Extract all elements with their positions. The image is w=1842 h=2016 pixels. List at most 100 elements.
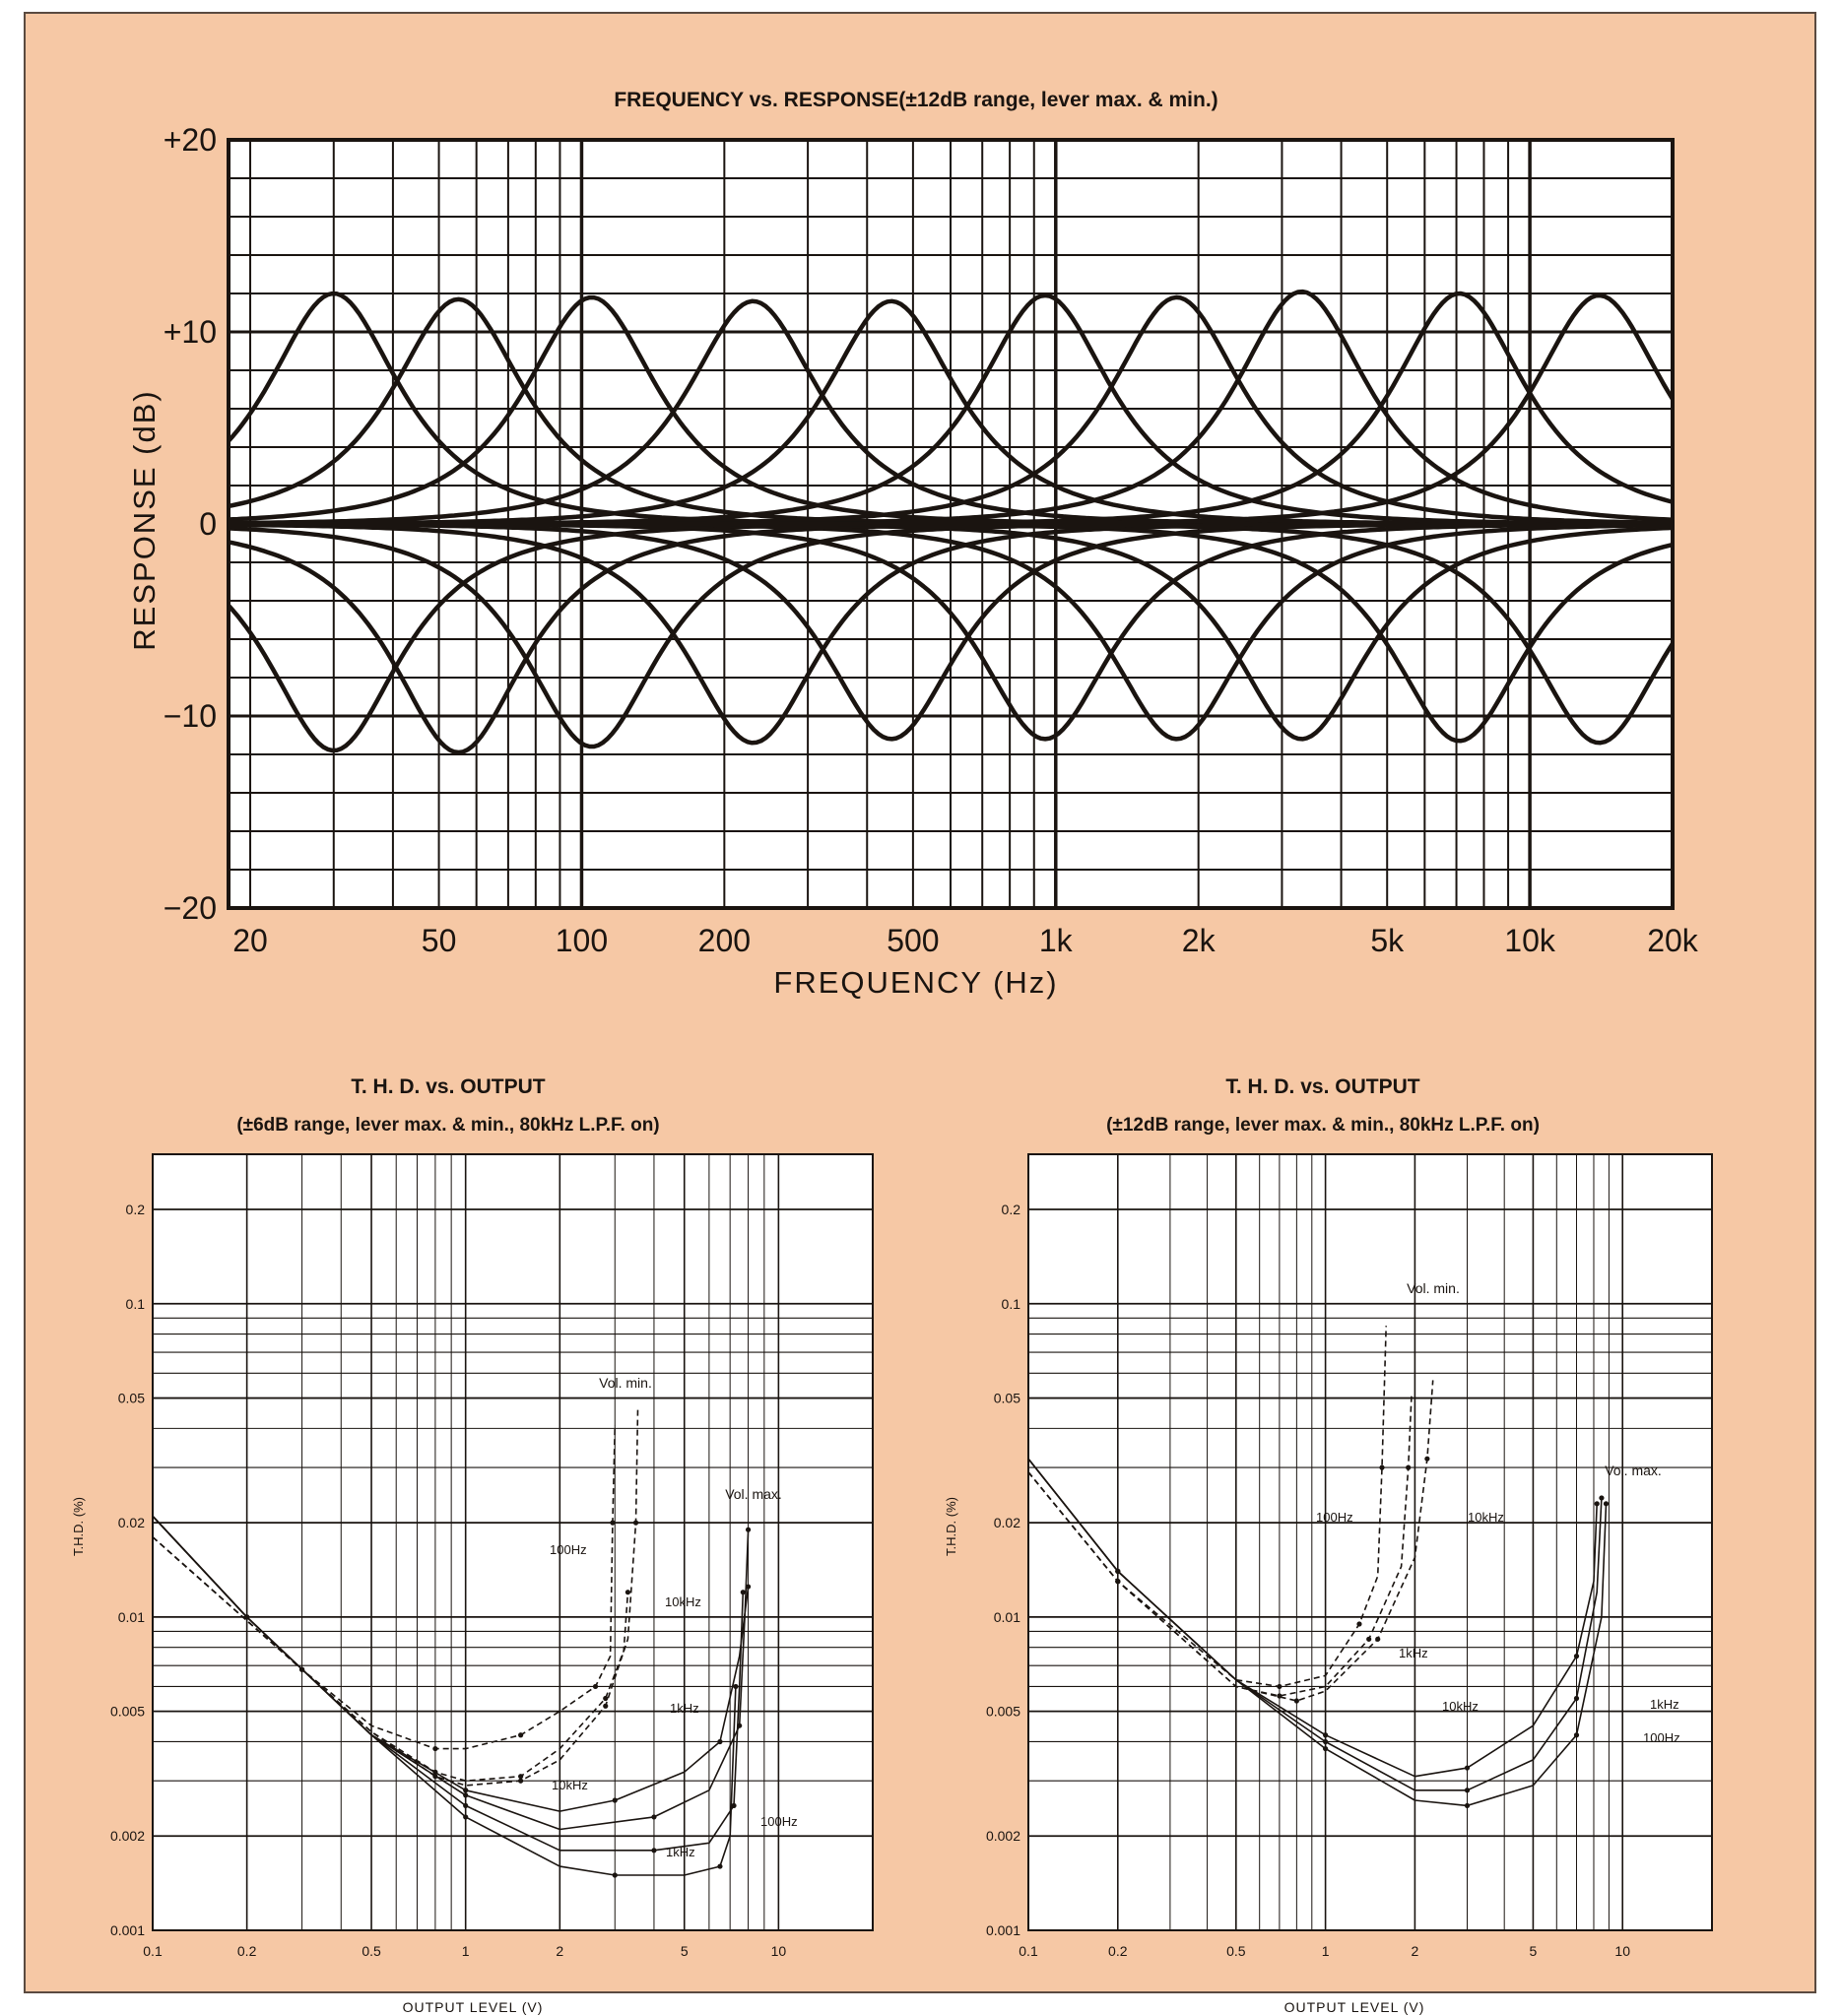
data-point [1293,1698,1299,1704]
data-point [244,1614,250,1620]
data-point [1424,1456,1430,1462]
data-point [1464,1788,1471,1793]
thd-6db-ylabel: T.H.D. (%) [71,1497,86,1556]
x-tick-label: 50 [422,923,457,958]
x-tick-label: 5 [681,1943,689,1959]
series-line-cut [229,521,1675,746]
thd-6db-title: T. H. D. vs. OUTPUT [351,1075,545,1098]
x-tick-label: 0.1 [1019,1943,1038,1959]
data-point [612,1797,618,1803]
thd-6db-xlabel: OUTPUT LEVEL (V) [403,1999,544,2015]
data-point [463,1814,469,1820]
annotation-100hz: 100Hz [1316,1510,1353,1525]
data-point [1464,1765,1471,1771]
x-tick-label: 20 [232,923,268,958]
x-tick-label: 10 [771,1943,787,1959]
data-point [1323,1745,1329,1752]
data-point [745,1584,752,1590]
y-tick-label: 0.1 [126,1296,146,1312]
y-tick-label: 0.001 [986,1922,1020,1938]
x-tick-label: 0.5 [1226,1943,1246,1959]
y-tick-label: 0.02 [994,1515,1020,1530]
data-point [1366,1636,1372,1642]
data-point [610,1520,616,1526]
y-tick-label: +10 [164,314,217,350]
thd-12db-title: T. H. D. vs. OUTPUT [1225,1075,1419,1098]
y-tick-label: +20 [164,122,217,158]
y-tick-label: 0.2 [1002,1202,1021,1217]
thd-12db-annotations: Vol. min. Vol. max. 100Hz 10kHz 1kHz 10k… [1316,1280,1680,1745]
data-point [592,1683,599,1690]
plot-area [1028,1154,1712,1930]
x-tick-label: 0.2 [1108,1943,1128,1959]
plot-frame [1027,1153,1713,1931]
thd-6db-subtitle: (±6dB range, lever max. & min., 80kHz L.… [236,1115,659,1136]
y-tick-label: 0.01 [994,1609,1020,1625]
annotation-vol-max: Vol. max. [725,1486,782,1502]
thd-12db-subtitle: (±12dB range, lever max. & min., 80kHz L… [1106,1115,1540,1136]
data-point [1115,1579,1121,1585]
y-tick-label: 0.002 [110,1828,145,1844]
data-point [717,1863,723,1869]
data-point [651,1814,657,1820]
plot-frame [152,1153,874,1931]
data-point [612,1872,618,1878]
y-tick-label: 0.001 [110,1922,145,1938]
x-tick-label: 0.2 [237,1943,257,1959]
y-tick-label: 0.01 [118,1609,145,1625]
frequency-response-xlabel: FREQUENCY (Hz) [773,965,1058,1000]
annotation-1khz: 1kHz [666,1845,695,1859]
x-tick-label: 10k [1504,923,1556,958]
data-point [518,1778,524,1784]
data-point [731,1802,737,1809]
x-tick-label: 2 [1411,1943,1418,1959]
x-tick-label: 0.5 [362,1943,381,1959]
data-point [1573,1654,1580,1659]
annotation-vol-max: Vol. max. [1605,1463,1662,1478]
data-point [1375,1636,1381,1642]
x-tick-label: 200 [698,923,751,958]
data-point [733,1683,739,1690]
y-tick-label: 0.2 [126,1202,146,1217]
x-tick-label: 500 [887,923,939,958]
x-tick-label: 1k [1039,923,1074,958]
data-point [603,1703,609,1709]
x-tick-label: 1 [462,1943,470,1959]
data-point [1603,1501,1610,1507]
x-tick-label: 2 [556,1943,563,1959]
y-tick-label: 0 [199,506,217,542]
annotation-vol-min: Vol. min. [599,1375,652,1391]
data-point [1379,1464,1385,1470]
y-tick-label: 0.05 [118,1391,145,1406]
data-point [1323,1732,1329,1738]
y-tick-label: 0.005 [986,1704,1020,1720]
data-point [463,1788,469,1793]
data-point [1464,1802,1471,1809]
data-point [1594,1501,1600,1507]
annotation-10khz: 10kHz [1442,1699,1479,1714]
data-point [603,1695,609,1702]
frequency-response-title: FREQUENCY vs. RESPONSE(±12dB range, leve… [614,89,1217,111]
data-point [651,1848,657,1853]
annotation-vol-min: Vol. min. [1407,1280,1460,1296]
data-point [717,1738,723,1745]
annotation-10khz: 10kHz [665,1594,701,1609]
data-point [518,1732,524,1738]
x-tick-label: 100 [556,923,608,958]
x-tick-label: 2k [1182,923,1217,958]
annotation-100hz: 100Hz [760,1814,798,1829]
y-tick-label: 0.002 [986,1828,1020,1844]
y-tick-label: −10 [164,698,217,734]
x-tick-label: 5 [1530,1943,1538,1959]
annotation-1khz: 1kHz [670,1701,699,1716]
data-point [632,1520,639,1526]
annotation-100hz: 100Hz [1643,1730,1680,1745]
y-tick-label: 0.1 [1002,1296,1021,1312]
data-point [1573,1695,1580,1702]
data-point [1277,1683,1283,1690]
data-point [518,1774,524,1780]
x-tick-label: 1 [1322,1943,1330,1959]
data-point [740,1590,746,1595]
x-tick-label: 20k [1647,923,1699,958]
